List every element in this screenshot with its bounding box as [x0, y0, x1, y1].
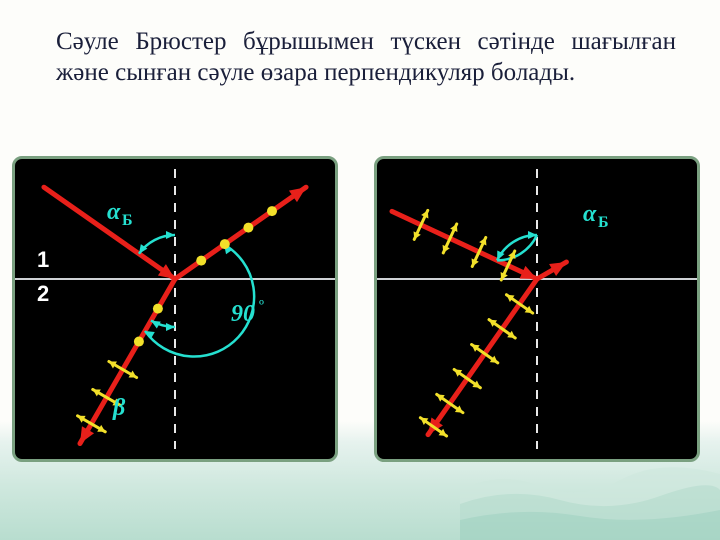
panel-left-svg: αБβ 90º 1 2: [15, 159, 335, 459]
svg-text:º: º: [259, 298, 264, 315]
paragraph-text: Сәуле Брюстер бұрышымен түскен сәтінде ш…: [56, 26, 676, 89]
svg-text:90: 90: [231, 301, 255, 327]
svg-text:α: α: [583, 201, 597, 227]
svg-text:Б: Б: [122, 212, 133, 229]
panel-left: αБβ 90º 1 2: [12, 156, 338, 462]
svg-text:2: 2: [37, 281, 49, 306]
svg-text:β: β: [112, 395, 126, 421]
svg-text:Б: Б: [598, 214, 609, 231]
diagram-panels: αБβ90º12 αБ: [12, 156, 700, 462]
panel-right: αБ: [374, 156, 700, 462]
svg-text:α: α: [107, 199, 121, 225]
panel-right-svg: αБ: [377, 159, 697, 459]
svg-text:1: 1: [37, 247, 49, 272]
